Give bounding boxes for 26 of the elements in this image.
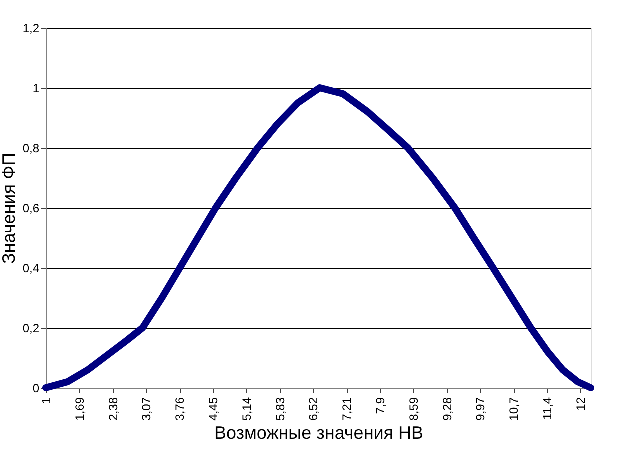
x-tick-label: 5,83 <box>273 397 288 421</box>
x-tick-label: 2,38 <box>106 397 120 421</box>
x-tick-label: 12 <box>574 397 588 411</box>
x-tick-label: 3,07 <box>140 397 154 421</box>
x-tick-label: 4,45 <box>206 397 220 421</box>
y-tick-label: 1 <box>32 82 40 96</box>
y-tick-label: 0,8 <box>22 142 40 156</box>
x-tick-label: 9,97 <box>474 397 488 421</box>
x-tick-label: 6,52 <box>306 397 321 421</box>
x-tick-label: 1 <box>40 397 54 404</box>
y-tick-label: 1,2 <box>22 22 40 36</box>
x-tick-label: 8,59 <box>406 397 421 421</box>
y-axis-title: Значения ФП <box>0 152 19 264</box>
x-tick-label: 9,28 <box>440 397 454 421</box>
x-axis-title: Возможные значения НВ <box>214 422 424 443</box>
x-tick-label: 11,4 <box>540 397 554 420</box>
x-tick-label: 7,21 <box>340 397 354 421</box>
y-tick-label: 0,4 <box>22 262 40 276</box>
y-tick-label: 0,2 <box>22 322 40 336</box>
x-tick-label: 5,14 <box>240 397 254 421</box>
x-tick-label: 10,7 <box>507 397 522 421</box>
x-tick-label: 3,76 <box>173 397 188 421</box>
x-tick-label: 1,69 <box>72 397 87 421</box>
y-tick-label: 0 <box>32 382 40 396</box>
y-tick-label: 0,6 <box>22 202 40 216</box>
x-tick-label: 7,9 <box>373 397 388 414</box>
